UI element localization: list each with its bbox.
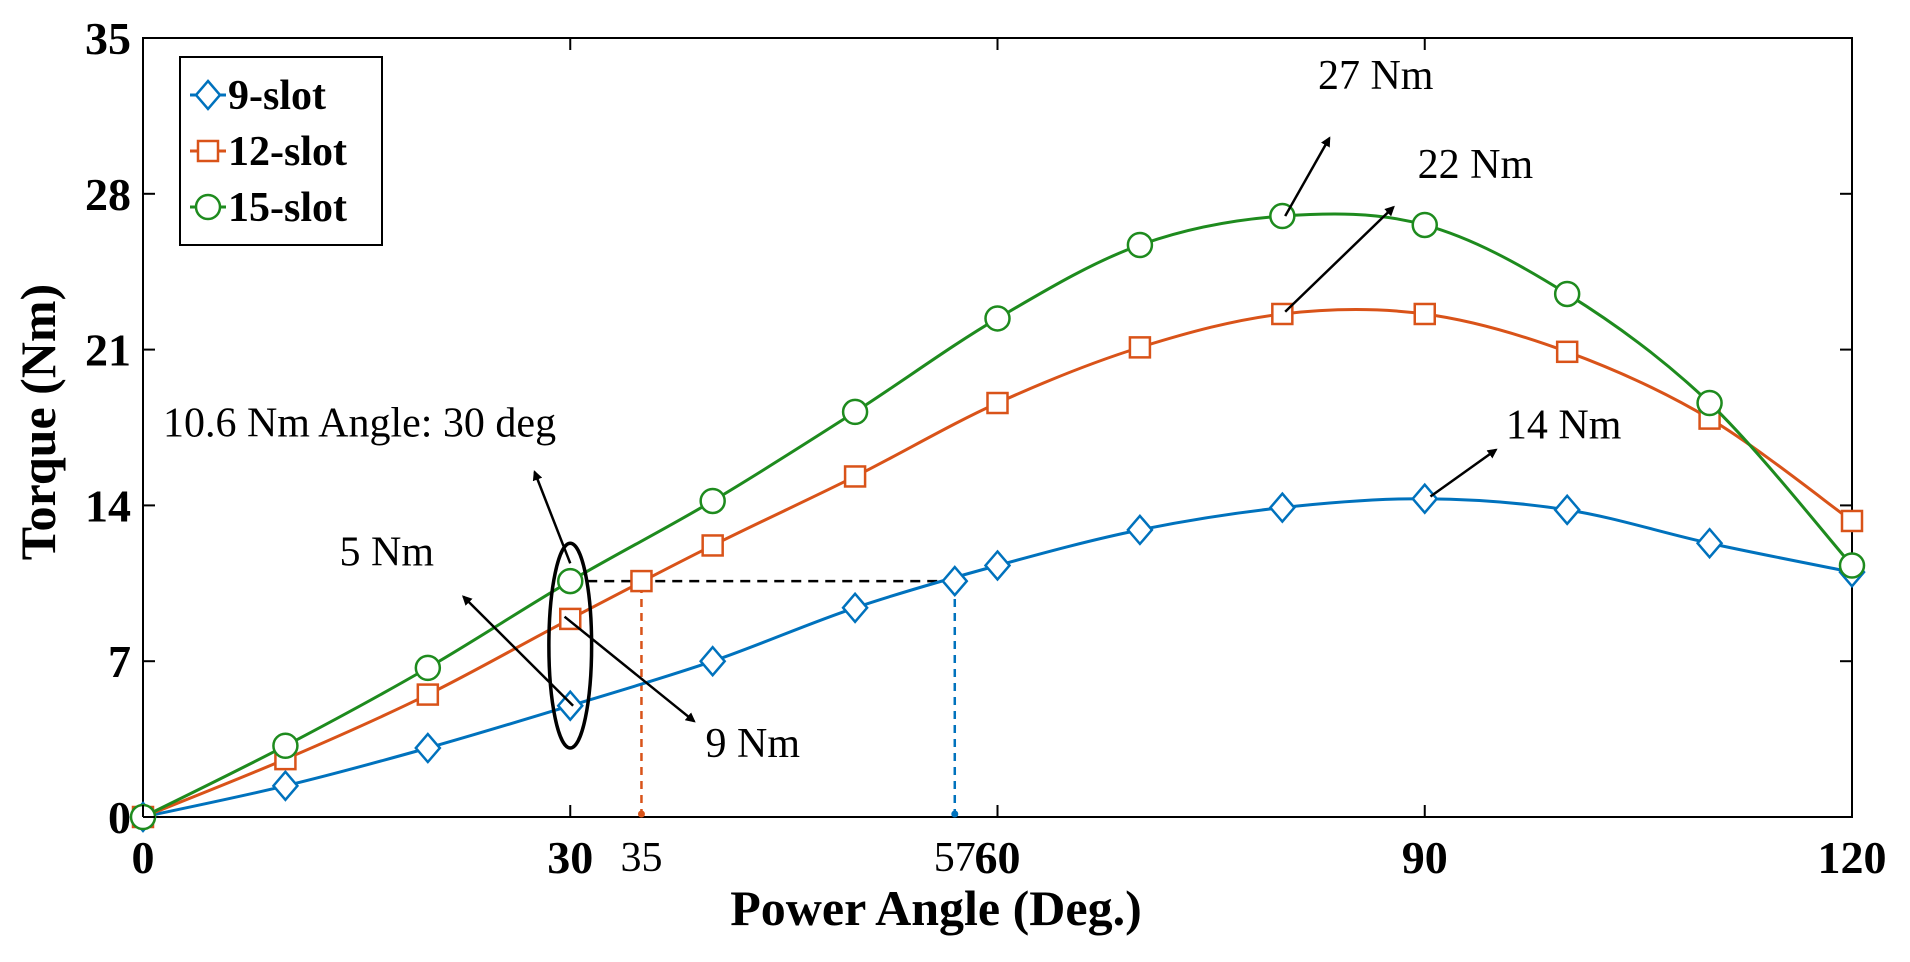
x-tick-label: 90: [1402, 832, 1448, 883]
data-point-9-slot: [556, 689, 584, 722]
x-extra-label: 57: [934, 835, 976, 881]
data-point-15-slot: [984, 305, 1011, 332]
annotation-label: 9 Nm: [706, 721, 801, 767]
data-point-9-slot: [1695, 527, 1724, 560]
annotation-label: 5 Nm: [340, 529, 435, 575]
y-tick-label: 28: [85, 169, 131, 220]
annotation-label: 10.6 Nm Angle: 30 deg: [163, 400, 556, 446]
annotation-label: 14 Nm: [1506, 403, 1622, 449]
annotation-arrow: [532, 470, 572, 564]
x-tick-label: 120: [1818, 832, 1887, 883]
annotation-arrow: [1284, 205, 1395, 313]
data-point-15-slot: [1411, 211, 1438, 239]
legend-label: 15-slot: [228, 185, 347, 231]
legend-marker: [194, 193, 222, 221]
reference-line-foot: [951, 810, 959, 818]
y-tick-label: 14: [85, 480, 131, 531]
data-point-9-slot: [941, 565, 969, 597]
x-tick-label: 60: [975, 832, 1021, 883]
data-point-15-slot: [841, 398, 869, 426]
data-point-9-slot: [1553, 493, 1581, 526]
reference-line-foot: [637, 810, 645, 818]
data-point-12-slot: [630, 569, 653, 593]
data-point-9-slot: [841, 591, 869, 624]
data-point-9-slot: [414, 732, 442, 764]
legend-marker: [194, 79, 222, 111]
data-point-12-slot: [986, 391, 1009, 415]
data-point-9-slot: [1411, 482, 1439, 515]
series-12-slot: [131, 302, 1864, 829]
annotation-label: 27 Nm: [1318, 53, 1434, 99]
data-point-12-slot: [1128, 336, 1152, 359]
x-extra-label: 35: [620, 835, 662, 881]
legend-label: 9-slot: [228, 73, 326, 119]
data-point-15-slot: [1696, 389, 1723, 417]
legend-marker: [196, 139, 220, 163]
data-point-12-slot: [1413, 302, 1436, 326]
highlight-ellipse: [547, 541, 594, 750]
legend-entry-15-slot: 15-slot: [190, 185, 347, 231]
data-point-15-slot: [1126, 231, 1154, 259]
y-tick-label: 35: [85, 13, 131, 64]
data-point-12-slot: [1840, 509, 1864, 533]
data-point-12-slot: [1555, 340, 1579, 364]
data-point-15-slot: [1838, 552, 1866, 579]
y-tick-label: 0: [108, 792, 131, 843]
data-point-9-slot: [271, 769, 300, 802]
data-point-15-slot: [557, 567, 584, 595]
data-point-15-slot: [414, 654, 442, 682]
y-tick-label: 7: [108, 636, 131, 687]
data-point-12-slot: [843, 465, 867, 488]
annotation-arrow: [462, 595, 574, 707]
data-point-12-slot: [701, 534, 724, 557]
x-tick-label: 30: [547, 832, 593, 883]
annotation-arrow: [563, 615, 696, 723]
x-axis-title: Power Angle (Deg.): [730, 880, 1141, 936]
data-point-9-slot: [983, 549, 1012, 582]
data-point-12-slot: [416, 683, 440, 706]
data-point-9-slot: [1126, 513, 1154, 546]
data-point-9-slot: [1268, 491, 1296, 524]
annotation-arrow: [1429, 448, 1498, 498]
legend-entry-9-slot: 9-slot: [190, 73, 326, 119]
y-tick-label: 21: [85, 325, 131, 376]
legend-entry-12-slot: 12-slot: [190, 129, 347, 175]
x-tick-label: 0: [132, 832, 155, 883]
legend-label: 12-slot: [228, 129, 347, 175]
annotation-label: 22 Nm: [1418, 142, 1534, 188]
annotation-arrow: [1284, 136, 1331, 217]
data-point-15-slot: [699, 487, 726, 515]
y-axis-title: Torque (Nm): [10, 284, 66, 560]
data-point-9-slot: [699, 645, 727, 678]
data-point-15-slot: [1553, 280, 1581, 308]
data-point-15-slot: [272, 732, 299, 760]
